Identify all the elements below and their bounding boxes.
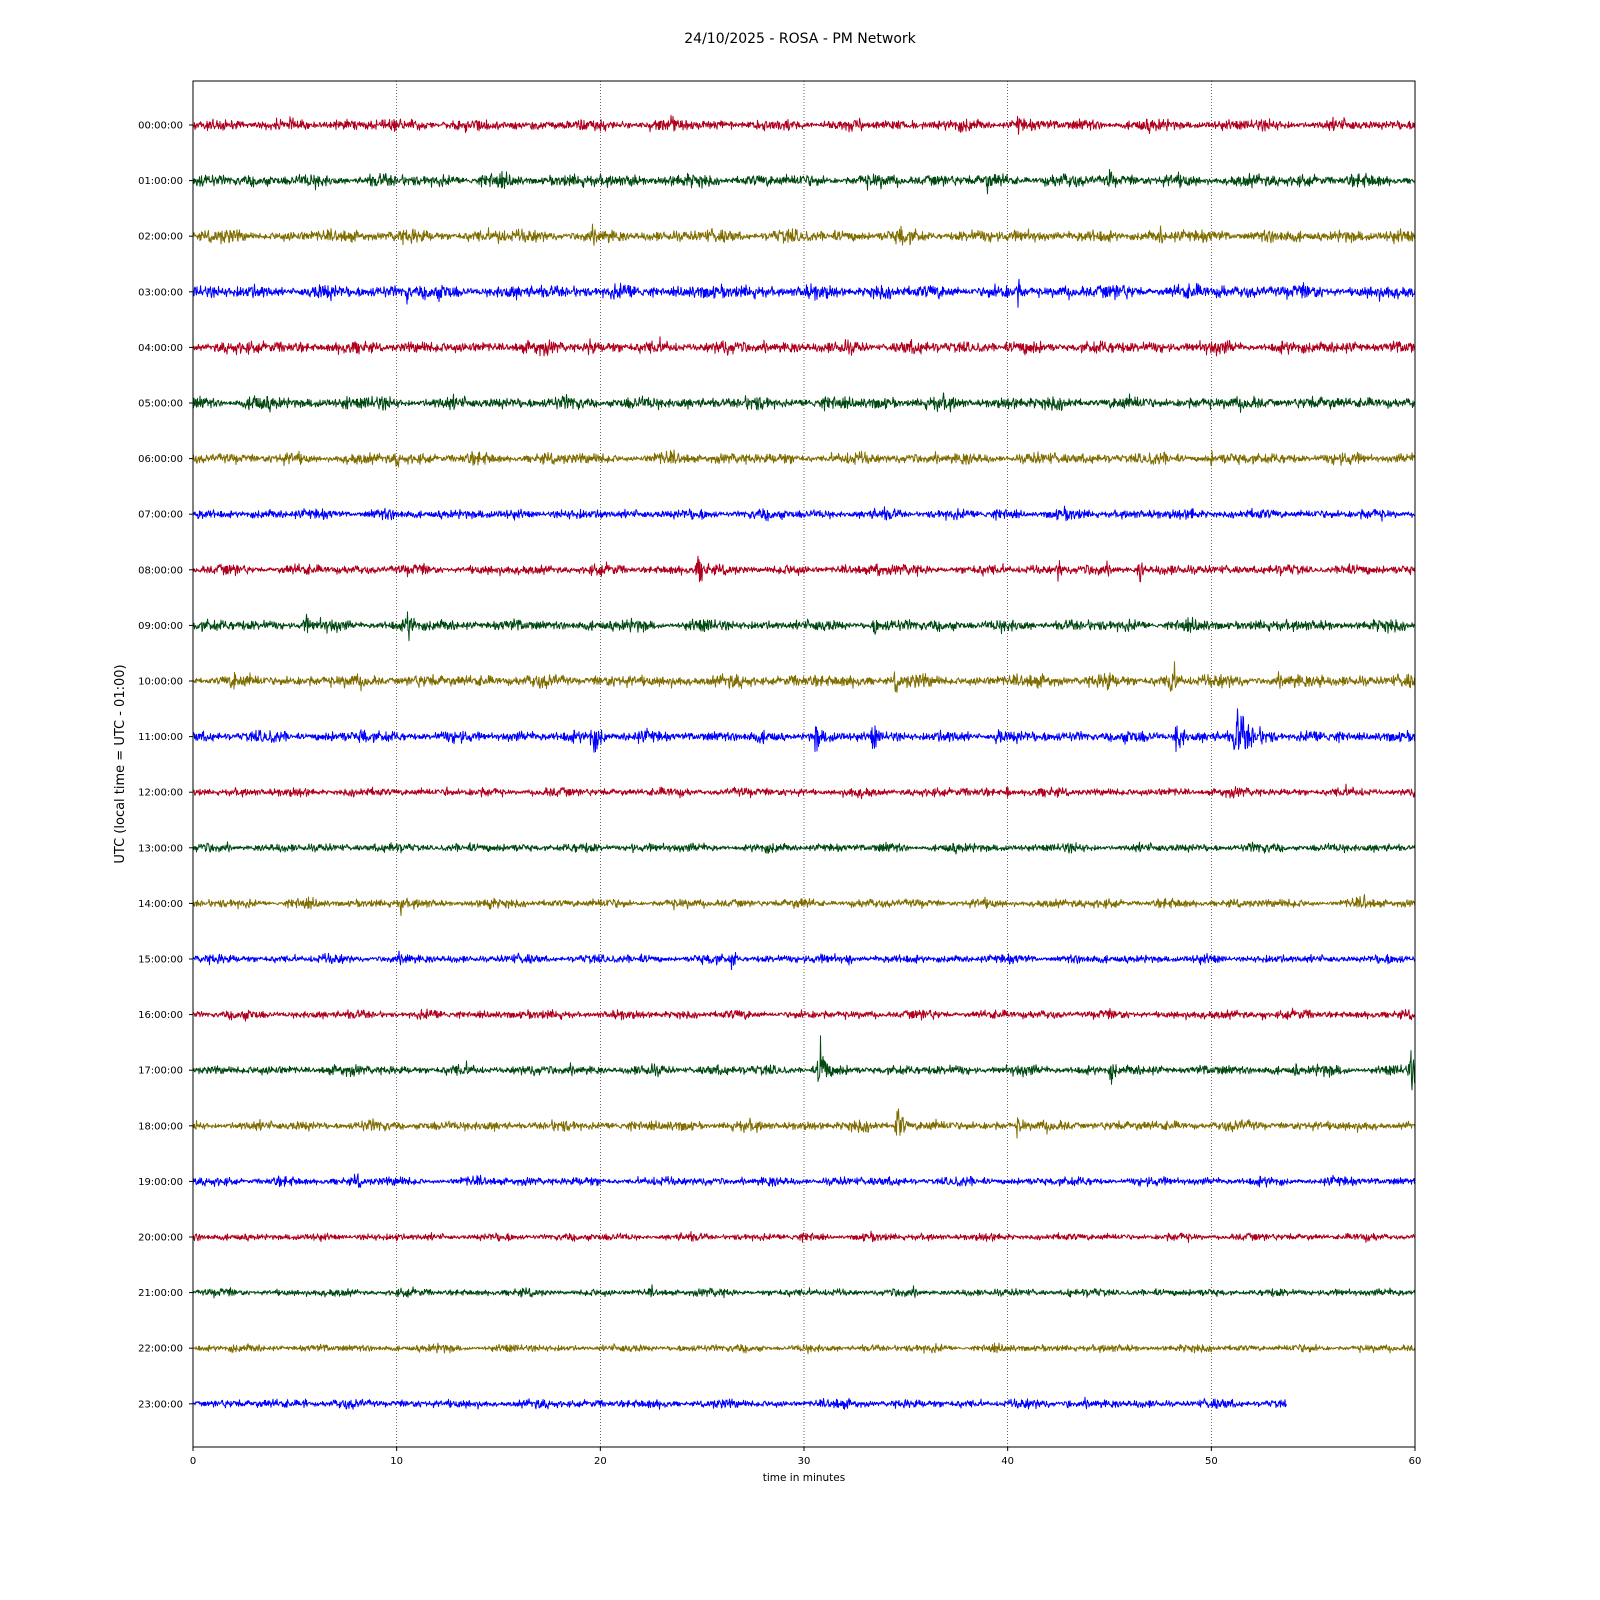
trace-01-00-00 — [192, 168, 1416, 195]
x-tick-label-40: 40 — [1001, 1456, 1014, 1467]
y-tick-label-08-00-00: 08:00:00 — [138, 565, 183, 576]
y-tick-label-05-00-00: 05:00:00 — [138, 399, 183, 410]
trace-21-00-00 — [192, 1284, 1416, 1299]
trace-15-00-00 — [192, 950, 1416, 971]
y-tick-label-14-00-00: 14:00:00 — [138, 899, 183, 910]
x-tick-labels: 0 10 20 30 40 50 60 — [190, 1447, 1422, 1467]
trace-20-00-00 — [192, 1230, 1416, 1243]
y-tick-label-06-00-00: 06:00:00 — [138, 454, 183, 465]
x-tick-label-20: 20 — [594, 1456, 607, 1467]
trace-14-00-00 — [192, 894, 1416, 917]
trace-10-00-00 — [192, 661, 1416, 693]
y-tick-label-10-00-00: 10:00:00 — [138, 677, 183, 688]
trace-00-00-00 — [192, 114, 1416, 135]
trace-04-00-00 — [192, 336, 1416, 357]
y-tick-label-02-00-00: 02:00:00 — [138, 232, 183, 243]
y-tick-label-09-00-00: 09:00:00 — [138, 621, 183, 632]
y-tick-label-17-00-00: 17:00:00 — [138, 1066, 183, 1077]
x-tick-label-50: 50 — [1205, 1456, 1218, 1467]
y-tick-label-16-00-00: 16:00:00 — [138, 1010, 183, 1021]
y-tick-label-19-00-00: 19:00:00 — [138, 1177, 183, 1188]
trace-05-00-00 — [192, 392, 1416, 413]
y-axis-label: UTC (local time = UTC - 01:00) — [113, 664, 128, 863]
trace-13-00-00 — [192, 841, 1415, 855]
y-tick-label-15-00-00: 15:00:00 — [138, 955, 183, 966]
x-tick-label-60: 60 — [1409, 1456, 1422, 1467]
y-tick-label-20-00-00: 20:00:00 — [138, 1233, 183, 1244]
y-tick-label-18-00-00: 18:00:00 — [138, 1121, 183, 1132]
trace-02-00-00 — [192, 223, 1416, 246]
y-tick-label-01-00-00: 01:00:00 — [138, 176, 183, 187]
y-tick-label-07-00-00: 07:00:00 — [138, 510, 183, 521]
x-tick-label-10: 10 — [390, 1456, 403, 1467]
y-tick-label-23-00-00: 23:00:00 — [138, 1399, 183, 1410]
trace-16-00-00 — [192, 1007, 1415, 1022]
x-tick-label-0: 0 — [190, 1456, 196, 1467]
trace-12-00-00 — [192, 783, 1416, 800]
x-tick-label-30: 30 — [798, 1456, 811, 1467]
trace-11-00-00 — [192, 708, 1416, 753]
trace-08-00-00 — [192, 555, 1416, 583]
y-tick-labels: 00:00:00 01:00:00 02:00:00 03:00:00 04:00:00… — [138, 121, 193, 1410]
chart-title: 24/10/2025 - ROSA - PM Network — [684, 31, 916, 47]
y-tick-label-11-00-00: 11:00:00 — [138, 732, 183, 743]
y-tick-label-04-00-00: 04:00:00 — [138, 343, 183, 354]
trace-23-00-00 — [192, 1396, 1287, 1410]
trace-18-00-00 — [192, 1108, 1416, 1139]
trace-22-00-00 — [192, 1342, 1416, 1355]
y-tick-label-13-00-00: 13:00:00 — [138, 843, 183, 854]
y-tick-label-22-00-00: 22:00:00 — [138, 1344, 183, 1355]
seismogram-traces — [192, 114, 1416, 1410]
y-tick-label-12-00-00: 12:00:00 — [138, 788, 183, 799]
trace-03-00-00 — [192, 278, 1416, 308]
y-tick-label-21-00-00: 21:00:00 — [138, 1288, 183, 1299]
trace-06-00-00 — [192, 449, 1416, 468]
plot-frame — [192, 80, 1416, 1448]
trace-09-00-00 — [192, 611, 1416, 642]
trace-07-00-00 — [192, 505, 1416, 522]
y-tick-label-03-00-00: 03:00:00 — [138, 287, 183, 298]
y-tick-label-00-00-00: 00:00:00 — [138, 121, 183, 132]
x-axis-label: time in minutes — [763, 1472, 845, 1484]
trace-19-00-00 — [192, 1173, 1416, 1188]
trace-17-00-00 — [192, 1035, 1416, 1091]
